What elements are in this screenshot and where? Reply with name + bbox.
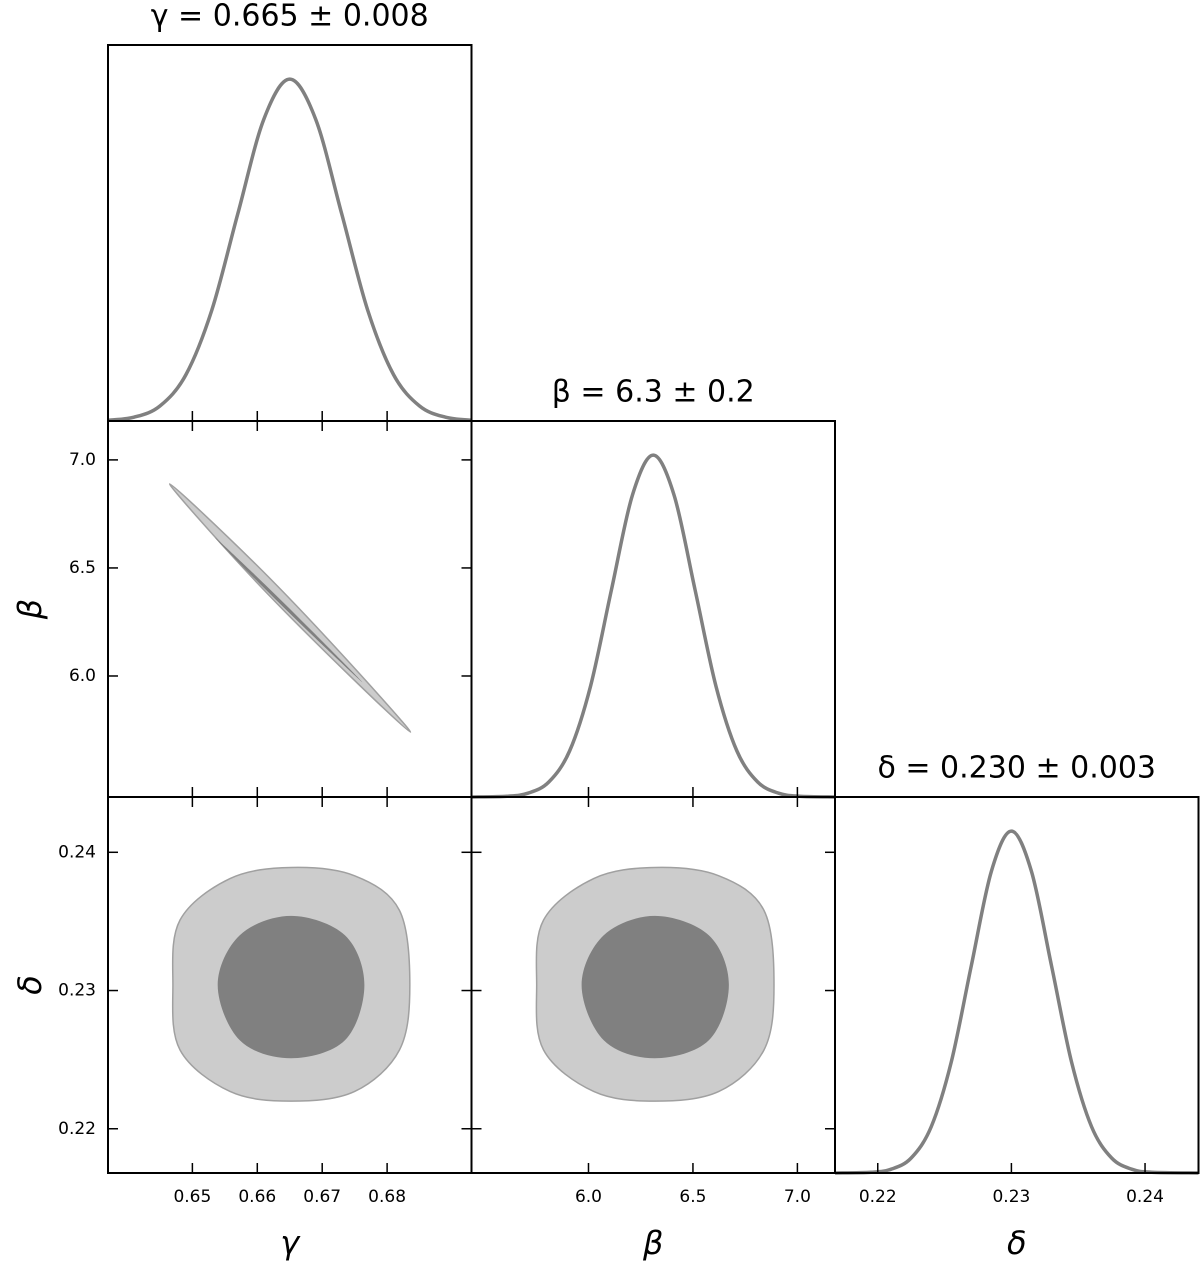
x-axis-label: β xyxy=(642,1224,663,1262)
y-tick-label: 7.0 xyxy=(69,450,96,470)
panel-title: β = 6.3 ± 0.2 xyxy=(552,375,755,410)
marginal-curve xyxy=(471,453,836,799)
panel-title: δ = 0.230 ± 0.003 xyxy=(877,751,1156,786)
x-axis-label: γ xyxy=(280,1224,301,1262)
y-axis-label: β xyxy=(11,599,49,620)
panel-frame xyxy=(834,796,1200,1174)
x-tick-label: 0.24 xyxy=(1126,1187,1164,1207)
marginal-curve xyxy=(834,829,1199,1175)
y-tick-label: 0.24 xyxy=(58,842,96,862)
contour xyxy=(215,537,363,683)
x-tick-label: 0.66 xyxy=(238,1187,276,1207)
panel-title: γ = 0.665 ± 0.008 xyxy=(151,0,429,34)
y-axis-label: δ xyxy=(11,975,49,995)
contour xyxy=(168,483,412,733)
x-tick-label: 0.68 xyxy=(368,1187,406,1207)
contour xyxy=(217,915,365,1059)
x-tick-label: 7.0 xyxy=(784,1187,811,1207)
y-tick-label: 6.5 xyxy=(69,558,96,578)
y-tick-label: 0.23 xyxy=(58,981,96,1001)
x-axis-label: δ xyxy=(1007,1224,1027,1262)
x-tick-label: 0.22 xyxy=(859,1187,897,1207)
marginal-curve xyxy=(107,77,472,422)
panel-frame xyxy=(470,420,836,798)
x-tick-label: 0.65 xyxy=(173,1187,211,1207)
x-tick-label: 6.0 xyxy=(575,1187,602,1207)
contour xyxy=(581,915,729,1059)
x-tick-label: 0.67 xyxy=(303,1187,341,1207)
panel-frame xyxy=(107,44,473,422)
x-tick-label: 0.23 xyxy=(992,1187,1030,1207)
y-tick-label: 6.0 xyxy=(69,666,96,686)
x-tick-label: 6.5 xyxy=(679,1187,706,1207)
y-tick-label: 0.22 xyxy=(58,1119,96,1139)
